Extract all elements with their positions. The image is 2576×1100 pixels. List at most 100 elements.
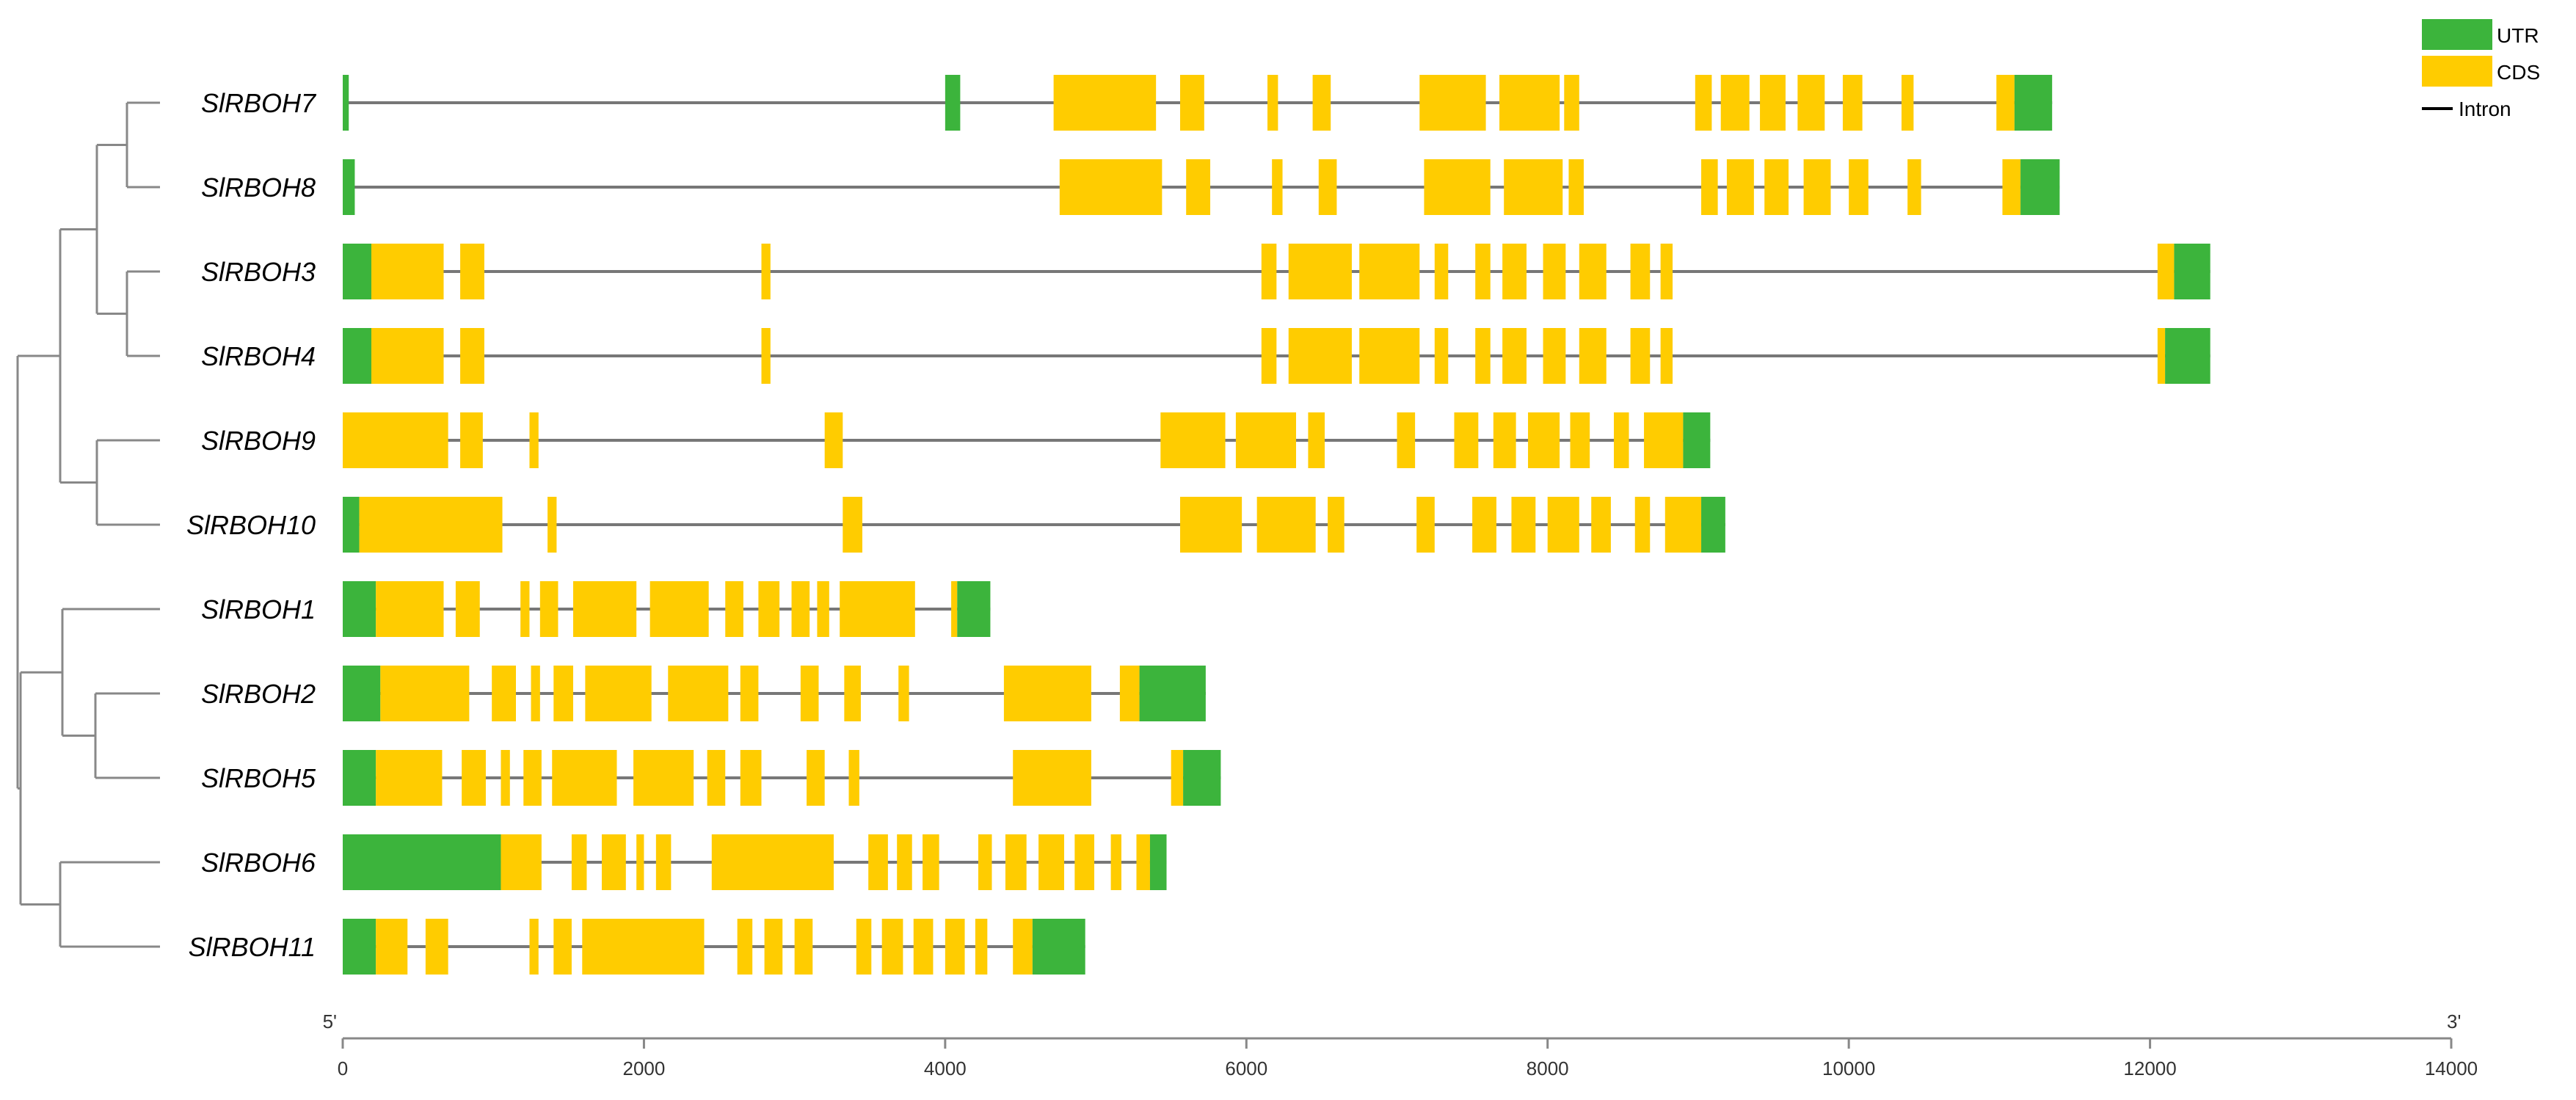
cds-box	[460, 244, 484, 299]
axis-tick-label: 4000	[924, 1057, 967, 1079]
axis-tick-label: 10000	[1822, 1057, 1875, 1079]
legend-intron-label: Intron	[2459, 98, 2511, 120]
cds-box	[791, 581, 810, 637]
utr-box	[957, 581, 991, 637]
cds-box	[650, 581, 709, 637]
cds-box	[1570, 412, 1590, 468]
utr-box	[2020, 159, 2060, 215]
cds-box	[1359, 328, 1420, 384]
cds-box	[1760, 75, 1786, 131]
cds-box	[711, 834, 834, 890]
cds-box	[1256, 497, 1316, 553]
cds-box	[572, 581, 637, 637]
cds-box	[1179, 497, 1242, 553]
cds-box	[923, 834, 939, 890]
cds-box	[1136, 834, 1150, 890]
cds-box	[1261, 328, 1277, 384]
cds-box	[376, 581, 444, 637]
utr-box	[343, 497, 360, 553]
cds-box	[1726, 159, 1754, 215]
cds-box	[520, 581, 530, 637]
cds-box	[1267, 75, 1278, 131]
cds-box	[1528, 412, 1560, 468]
cds-box	[848, 750, 859, 806]
cds-box	[460, 412, 483, 468]
cds-box	[523, 750, 542, 806]
cds-box	[668, 666, 729, 721]
cds-box	[945, 919, 965, 975]
cds-box	[807, 750, 825, 806]
cds-box	[1660, 328, 1673, 384]
axis-tick-label: 6000	[1225, 1057, 1267, 1079]
gene-row	[343, 244, 2211, 299]
three-prime-label: 3'	[2447, 1010, 2461, 1032]
gene-label: SlRBOH6	[201, 848, 316, 878]
phylogenetic-tree	[16, 101, 160, 948]
cds-box	[380, 666, 470, 721]
cds-box	[1842, 75, 1863, 131]
cds-box	[1511, 497, 1536, 553]
cds-box	[582, 919, 705, 975]
cds-box	[376, 750, 443, 806]
utr-box	[343, 75, 349, 131]
cds-box	[1701, 159, 1718, 215]
gene-row	[343, 497, 1725, 553]
cds-box	[1543, 244, 1566, 299]
legend-utr-label: UTR	[2497, 24, 2539, 47]
cds-box	[2157, 328, 2166, 384]
cds-box	[1797, 75, 1825, 131]
gene-row	[343, 666, 1206, 721]
cds-box	[1424, 159, 1491, 215]
utr-box	[343, 159, 355, 215]
cds-box	[571, 834, 587, 890]
gene-label: SlRBOH4	[201, 341, 316, 371]
gene-row	[343, 581, 991, 637]
cds-box	[1038, 834, 1064, 890]
utr-box	[945, 75, 961, 131]
cds-box	[1579, 244, 1607, 299]
utr-box	[1139, 666, 1206, 721]
cds-box	[1003, 666, 1091, 721]
cds-box	[501, 750, 510, 806]
cds-box	[553, 666, 573, 721]
cds-box	[951, 581, 958, 637]
cds-box	[868, 834, 888, 890]
cds-box	[844, 666, 861, 721]
cds-box	[1359, 244, 1420, 299]
gene-label: SlRBOH5	[201, 763, 316, 793]
cds-box	[1261, 244, 1277, 299]
cds-box	[707, 750, 726, 806]
cds-box	[1475, 328, 1491, 384]
cds-box	[1630, 328, 1651, 384]
cds-box	[529, 412, 539, 468]
gene-row	[343, 159, 2060, 215]
cds-box	[585, 666, 652, 721]
utr-box	[343, 581, 376, 637]
cds-box	[655, 834, 672, 890]
cds-box	[1288, 328, 1352, 384]
cds-box	[1416, 497, 1435, 553]
utr-box	[343, 666, 381, 721]
cds-box	[740, 666, 759, 721]
cds-box	[897, 834, 912, 890]
cds-box	[552, 750, 617, 806]
utr-box	[343, 919, 376, 975]
legend-cds-label: CDS	[2497, 61, 2540, 84]
gene-label: SlRBOH8	[201, 172, 316, 203]
cds-box	[913, 919, 934, 975]
legend-cds-swatch	[2422, 56, 2492, 87]
cds-box	[539, 581, 559, 637]
cds-box	[371, 328, 444, 384]
cds-box	[794, 919, 813, 975]
utr-box	[343, 328, 371, 384]
length-axis: 0 2000 4000 6000 8000 10000 12000 14000 5' 3'	[323, 1010, 2478, 1079]
cds-box	[737, 919, 753, 975]
cds-box	[1634, 497, 1651, 553]
cds-box	[1318, 159, 1337, 215]
cds-box	[501, 834, 542, 890]
cds-box	[843, 497, 862, 553]
cds-box	[1720, 75, 1750, 131]
cds-box	[601, 834, 626, 890]
gene-row	[343, 919, 1085, 975]
